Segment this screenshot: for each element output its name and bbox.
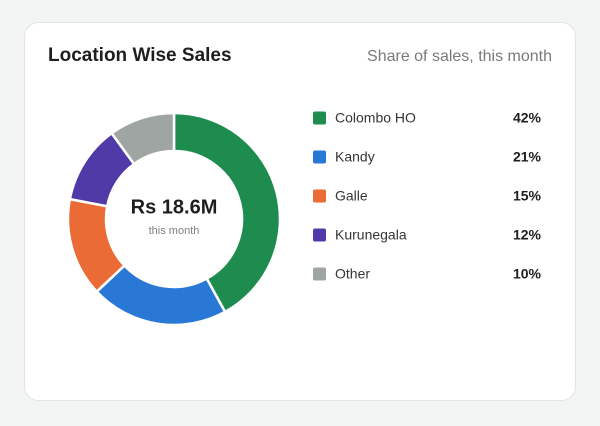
donut (66, 111, 282, 327)
legend-swatch (313, 189, 326, 203)
legend-value: 21% (513, 149, 542, 165)
legend-value: 12% (513, 227, 542, 243)
legend-label: Colombo HO (335, 110, 416, 126)
legend-label: Kandy (335, 149, 375, 165)
legend-label: Other (335, 266, 370, 282)
legend-swatch (313, 150, 326, 164)
legend-swatch (313, 267, 326, 281)
legend-label: Galle (335, 188, 368, 204)
chart-subtitle: Share of sales, this month (367, 48, 552, 65)
legend-value: 42% (513, 110, 542, 126)
center-caption: this month (149, 225, 200, 237)
legend-value: 15% (513, 188, 542, 204)
center-total: Rs 18.6M (131, 196, 218, 218)
legend-swatch (313, 228, 326, 242)
chart-title: Location Wise Sales (48, 45, 232, 66)
legend-swatch (313, 111, 326, 125)
legend: Colombo HO 42% Kandy 21% Galle 15% Kurunegala 1… (313, 110, 542, 282)
legend-value: 10% (513, 266, 542, 282)
donut-slice (172, 111, 282, 314)
legend-label: Kurunegala (335, 227, 407, 243)
donut-slice (109, 111, 176, 166)
